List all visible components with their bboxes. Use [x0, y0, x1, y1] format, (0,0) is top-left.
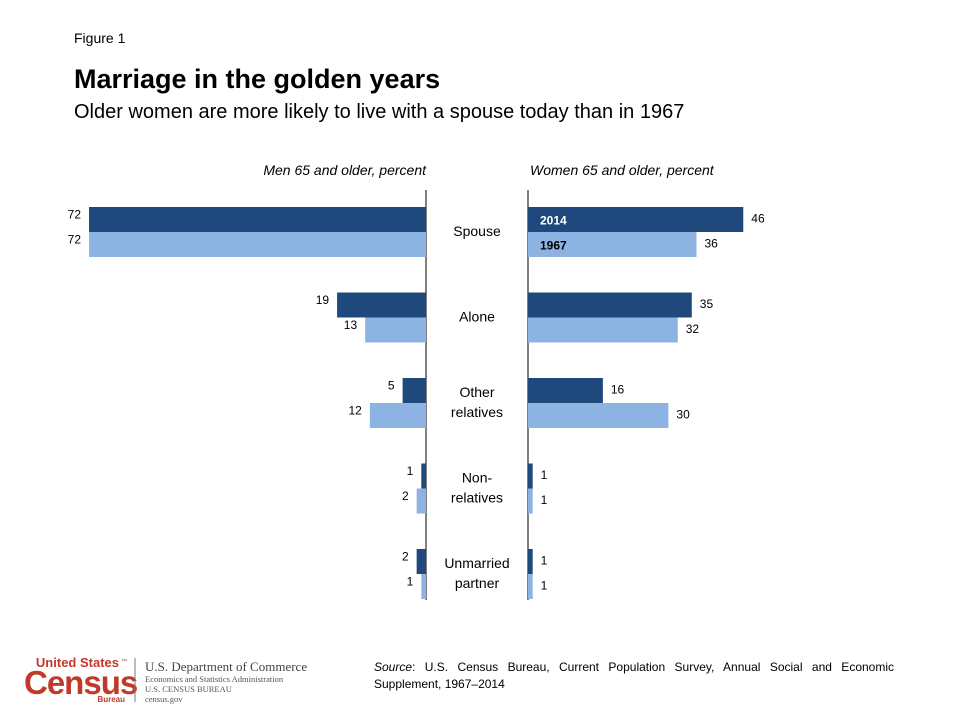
logo-united-states: United States	[36, 655, 119, 670]
category-label-3-line-2: relatives	[451, 404, 503, 420]
logo-department: U.S. Department of Commerce	[145, 659, 307, 674]
value-label-women-2014-4: 1	[541, 468, 548, 482]
chart-title: Marriage in the golden years	[74, 64, 441, 94]
logo-census-bureau: U.S. CENSUS BUREAU	[145, 684, 232, 694]
source-note: Source: U.S. Census Bureau, Current Popu…	[374, 659, 894, 693]
census-bureau-logo: United States ™ Census Bureau U.S. Depar…	[24, 655, 307, 704]
chart-subtitle: Older women are more likely to live with…	[74, 101, 685, 123]
bar-women-1967-4	[528, 488, 533, 514]
value-label-men-1967-4: 2	[402, 489, 409, 503]
bar-men-1967-3	[369, 403, 426, 428]
figure-label: Figure 1	[74, 30, 126, 46]
bar-women-2014-1	[528, 207, 744, 232]
category-label-5-line-1: Unmarried	[444, 555, 509, 571]
value-label-women-2014-2: 35	[700, 297, 714, 311]
value-label-men-2014-5: 2	[402, 550, 409, 564]
bar-men-1967-5	[421, 574, 426, 599]
value-label-women-1967-3: 30	[676, 408, 690, 422]
value-label-men-1967-5: 1	[407, 575, 414, 589]
women-panel-label: Women 65 and older, percent	[530, 162, 715, 178]
value-label-men-1967-3: 12	[348, 404, 362, 418]
bar-women-1967-1	[528, 232, 697, 257]
bar-men-2014-4	[421, 463, 426, 489]
bar-women-2014-4	[528, 463, 533, 489]
logo-census: Census	[24, 664, 137, 701]
value-label-women-1967-4: 1	[541, 493, 548, 507]
bar-men-2014-5	[416, 549, 426, 574]
value-label-women-1967-5: 1	[541, 579, 548, 593]
source-text: : U.S. Census Bureau, Current Population…	[374, 660, 894, 691]
category-label-2-line-1: Alone	[459, 309, 495, 325]
value-label-men-2014-1: 72	[68, 208, 82, 222]
value-label-men-1967-2: 13	[344, 318, 358, 332]
category-label-3-line-1: Other	[459, 384, 494, 400]
logo-bureau: Bureau	[97, 695, 125, 704]
value-label-men-2014-4: 1	[407, 464, 414, 478]
men-panel-label: Men 65 and older, percent	[263, 162, 427, 178]
bar-women-1967-5	[528, 574, 533, 599]
bar-men-2014-1	[89, 207, 426, 232]
value-label-women-2014-3: 16	[611, 383, 625, 397]
bar-women-2014-3	[528, 378, 603, 403]
value-label-women-1967-1: 36	[704, 237, 718, 251]
value-label-women-2014-1: 46	[751, 212, 765, 226]
logo-census-gov: census.gov	[145, 694, 183, 704]
legend-1967: 1967	[540, 239, 567, 253]
source-label: Source	[374, 660, 413, 674]
bar-men-1967-4	[416, 488, 426, 514]
bar-men-1967-1	[89, 232, 426, 257]
legend-2014: 2014	[540, 214, 567, 228]
bar-men-2014-3	[402, 378, 426, 403]
value-label-women-2014-5: 1	[541, 554, 548, 568]
logo-esa: Economics and Statistics Administration	[145, 674, 284, 684]
bar-men-2014-2	[337, 292, 426, 318]
bar-women-1967-3	[528, 403, 669, 428]
bar-women-2014-5	[528, 549, 533, 574]
value-label-women-1967-2: 32	[686, 322, 700, 336]
bar-women-2014-2	[528, 292, 692, 318]
value-label-men-2014-3: 5	[388, 379, 395, 393]
logo-trademark: ™	[121, 658, 127, 665]
bar-men-1967-2	[365, 317, 426, 343]
value-label-men-2014-2: 19	[316, 293, 330, 307]
category-label-4-line-2: relatives	[451, 490, 503, 506]
bar-women-1967-2	[528, 317, 678, 343]
category-label-4-line-1: Non-	[462, 470, 493, 486]
category-label-1-line-1: Spouse	[453, 223, 501, 239]
category-label-5-line-2: partner	[455, 575, 500, 591]
value-label-men-1967-1: 72	[68, 233, 82, 247]
butterfly-bar-chart: Men 65 and older, percent Women 65 and ol…	[68, 162, 765, 600]
